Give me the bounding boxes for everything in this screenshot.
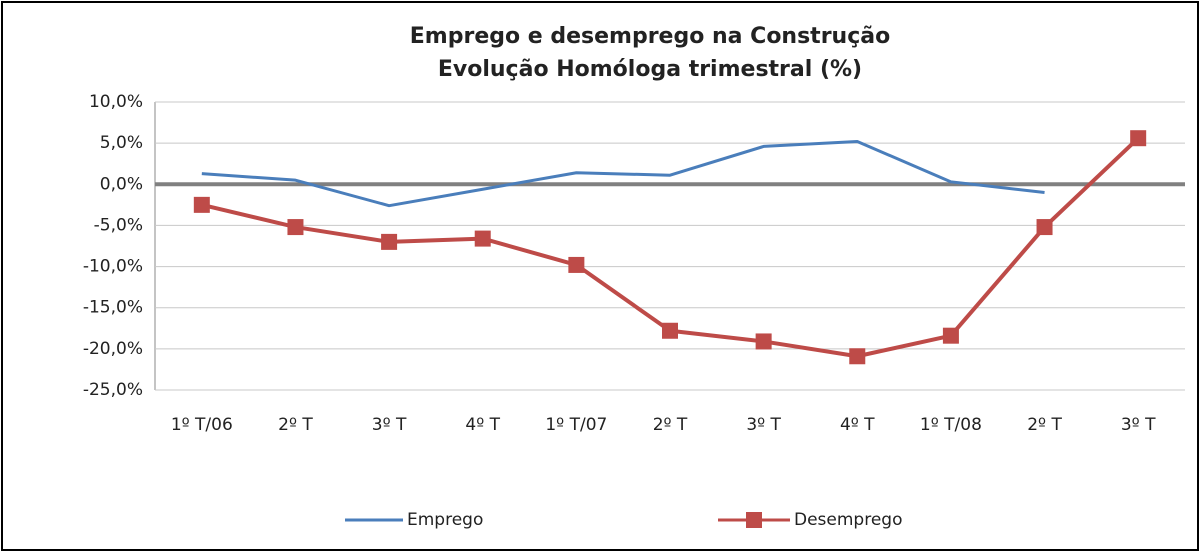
series-line	[201, 139, 1045, 208]
y-tick-label: -25,0%	[83, 380, 143, 400]
legend-marker	[746, 512, 762, 528]
marker	[381, 233, 398, 250]
x-tick-label: 3º T	[746, 415, 781, 435]
marker	[849, 348, 866, 365]
x-tick-label: 4º T	[840, 415, 875, 435]
marker	[287, 219, 304, 236]
y-tick-label: -5,0%	[94, 215, 143, 235]
x-tick-label: 1º T/08	[920, 415, 982, 435]
marker	[1130, 130, 1147, 147]
marker	[474, 230, 491, 247]
x-tick-label: 3º T	[1121, 415, 1156, 435]
y-tick-label: 0,0%	[100, 174, 143, 194]
marker	[568, 256, 585, 273]
marker	[193, 196, 210, 213]
legend-label: Desemprego	[794, 510, 902, 530]
x-tick-label: 3º T	[372, 415, 407, 435]
y-tick-label: -10,0%	[83, 257, 143, 277]
chart-subtitle: Evolução Homóloga trimestral (%)	[438, 57, 862, 82]
x-tick-label: 1º T/06	[171, 415, 233, 435]
chart-title: Emprego e desemprego na Construção	[410, 24, 890, 49]
marker	[942, 327, 959, 344]
marker	[1036, 219, 1053, 236]
x-tick-label: 4º T	[465, 415, 500, 435]
y-tick-label: -20,0%	[83, 339, 143, 359]
y-tick-label: 10,0%	[89, 92, 143, 112]
legend-label: Emprego	[407, 510, 483, 530]
x-tick-label: 2º T	[1027, 415, 1062, 435]
marker	[662, 322, 678, 339]
x-tick-label: 2º T	[653, 415, 688, 435]
x-tick-label: 2º T	[278, 415, 313, 435]
x-tick-label: 1º T/07	[545, 415, 607, 435]
marker	[755, 333, 772, 350]
y-tick-label: -15,0%	[83, 298, 143, 318]
y-tick-label: 5,0%	[100, 133, 143, 153]
